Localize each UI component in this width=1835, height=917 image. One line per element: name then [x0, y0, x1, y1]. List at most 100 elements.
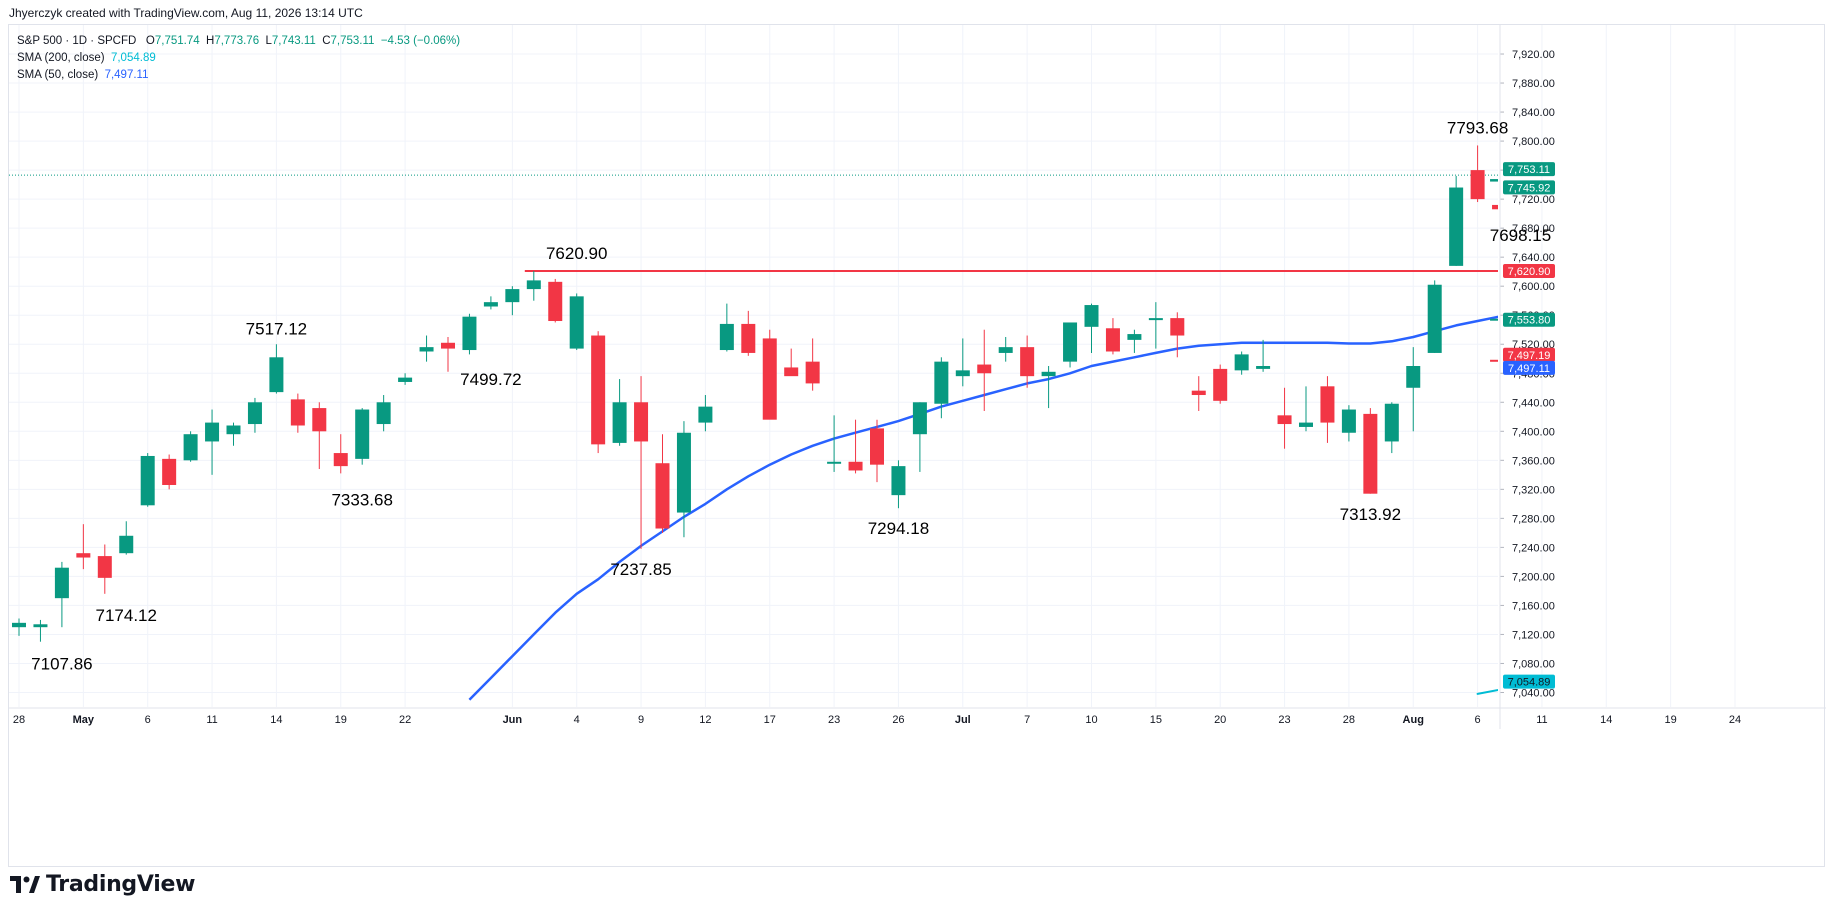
price-badge-label: 7,553.80 — [1508, 315, 1551, 327]
plot-layer — [9, 145, 1498, 701]
candle-body — [1341, 409, 1356, 433]
price-annotation: 7793.68 — [1447, 119, 1508, 138]
price-annotation: 7294.18 — [868, 519, 929, 538]
legend-change: −4.53 (−0.06%) — [380, 35, 461, 47]
legend-open-value: 7,751.74 — [154, 35, 200, 47]
candle-59 — [1277, 387, 1292, 449]
candle-body — [762, 338, 777, 420]
candle-6 — [140, 453, 155, 507]
candle-body — [698, 406, 713, 423]
candle-body — [462, 316, 477, 351]
price-annotation: 7517.12 — [246, 319, 307, 338]
legend-ohlc-row: S&P 500 · 1D · SPCFD O7,751.74 H7,773.76… — [17, 33, 460, 50]
candle-body — [54, 567, 69, 599]
price-badge-7497-19: 7,497.19 — [1503, 347, 1555, 362]
candle-body — [483, 302, 498, 307]
legend-low-label: L — [265, 35, 272, 47]
candle-body — [1170, 318, 1185, 336]
candle-38 — [827, 415, 842, 472]
chart-legend: S&P 500 · 1D · SPCFD O7,751.74 H7,773.76… — [17, 33, 460, 84]
candle-body — [247, 402, 262, 425]
candle-body — [1363, 413, 1378, 494]
price-annotation: 7107.86 — [31, 654, 92, 673]
candle-39 — [848, 419, 863, 474]
candle-body — [1020, 347, 1035, 377]
candle-9 — [205, 409, 220, 475]
candle-body — [205, 422, 220, 442]
price-badge-bg — [1503, 264, 1555, 279]
candle-28 — [612, 379, 627, 446]
y-tick-label: 7,120.00 — [1512, 629, 1555, 641]
x-tick-label: 11 — [206, 714, 217, 726]
price-badge-7745: 7,745.92 — [1503, 180, 1555, 195]
price-badge-label: 7,753.11 — [1508, 164, 1550, 176]
candle-22 — [483, 296, 498, 310]
candle-body — [505, 289, 520, 303]
candle-body — [569, 296, 584, 349]
price-badge-label: 7,054.89 — [1508, 677, 1551, 689]
candle-body — [162, 458, 177, 485]
price-badge-label: 7,620.90 — [1508, 266, 1551, 278]
price-annotation: 7698.15 — [1490, 226, 1551, 245]
candle-51 — [1105, 318, 1120, 355]
candle-body — [676, 432, 691, 513]
x-tick-label: 15 — [1150, 714, 1162, 726]
candle-10 — [226, 422, 241, 446]
x-tick-label: 24 — [1729, 714, 1741, 726]
sma200-line — [1476, 688, 1498, 695]
sma50-line — [468, 315, 1498, 701]
price-badge-7753: 7,753.11 — [1503, 162, 1555, 177]
candle-54 — [1170, 312, 1185, 358]
candle-63 — [1363, 408, 1378, 494]
candle-52 — [1127, 329, 1142, 353]
grid-lines — [9, 25, 1736, 707]
tradingview-brand[interactable]: TradingView — [10, 872, 195, 897]
y-tick-label: 7,400.00 — [1512, 426, 1555, 438]
legend-sma50-row[interactable]: SMA (50, close) 7,497.11 — [17, 67, 460, 84]
candle-68 — [1470, 145, 1485, 203]
chart-frame[interactable] — [8, 24, 1825, 867]
candle-body — [355, 409, 370, 459]
candle-7 — [162, 454, 177, 490]
y-tick-label: 7,080.00 — [1512, 658, 1555, 670]
candle-body — [1449, 187, 1464, 266]
candle-body — [1256, 366, 1271, 369]
candle-60 — [1299, 386, 1313, 432]
candle-body — [526, 280, 541, 290]
price-badge-label: 7,497.11 — [1508, 363, 1550, 375]
legend-high-value: 7,773.76 — [214, 35, 260, 47]
price-badge-7497-11: 7,497.11 — [1503, 360, 1555, 375]
price-badge-label: 7,497.19 — [1508, 350, 1551, 362]
candle-41 — [891, 460, 906, 509]
legend-symbol: S&P 500 · 1D · SPCFD — [17, 35, 137, 47]
candle-body — [870, 428, 884, 465]
legend-sma200-row[interactable]: SMA (200, close) 7,054.89 — [17, 50, 460, 67]
y-tick-label: 7,640.00 — [1512, 252, 1555, 264]
x-tick-label: 23 — [1278, 714, 1290, 726]
candle-29 — [634, 376, 649, 549]
candle-16 — [355, 408, 370, 465]
y-tick-label: 7,200.00 — [1512, 571, 1555, 583]
y-tick-label: 7,440.00 — [1512, 397, 1555, 409]
candle-body — [76, 553, 91, 558]
x-tick-label: 14 — [270, 714, 282, 726]
candle-5 — [119, 521, 134, 555]
candle-body — [1213, 368, 1228, 401]
candle-21 — [462, 313, 477, 355]
candle-25 — [548, 278, 563, 323]
candle-body — [634, 402, 649, 442]
candle-body — [805, 361, 820, 384]
price-badge-bg — [1503, 180, 1555, 195]
x-tick-label: 6 — [145, 714, 151, 726]
tradingview-logo-icon — [10, 875, 40, 893]
candle-56 — [1213, 364, 1228, 404]
candle-body — [1127, 334, 1142, 340]
y-tick-label: 7,720.00 — [1512, 194, 1555, 206]
candle-53 — [1148, 302, 1163, 349]
candle-body — [1191, 390, 1206, 396]
candle-40 — [870, 419, 884, 483]
y-tick-label: 7,320.00 — [1512, 484, 1555, 496]
price-badge-bg — [1503, 360, 1555, 375]
x-tick-label: 26 — [892, 714, 904, 726]
